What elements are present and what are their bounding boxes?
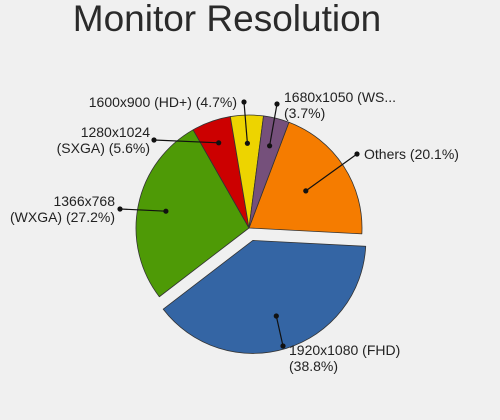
pie-slices <box>135 114 367 354</box>
slice-label-1680x1050-ws-3-7: 1680x1050 (WS... (3.7%) <box>284 89 396 121</box>
slice-label-line: (WXGA) (27.2%) <box>10 209 115 225</box>
leader-dot-inner-1680x1050-ws-3-7 <box>267 143 273 149</box>
leader-dot-outer-others-20-1 <box>354 151 360 157</box>
leader-dot-outer-1920x1080-fhd-38-8 <box>280 343 286 349</box>
slice-labels: Others (20.1%) 1920x1080 (FHD) (38.8%) 1366… <box>10 89 459 374</box>
pie-slice-others-20-1 <box>248 121 363 235</box>
leader-dot-inner-1600x900-hd-4-7 <box>244 140 250 146</box>
leader-dot-outer-1600x900-hd-4-7 <box>241 99 247 105</box>
slice-label-line: Others (20.1%) <box>364 146 459 162</box>
leader-line-1680x1050-ws-3-7 <box>269 103 278 146</box>
slice-label-1600x900-hd-4-7: 1600x900 (HD+) (4.7%) <box>89 94 237 110</box>
slice-label-line: (3.7%) <box>284 105 325 121</box>
pie-slice-1920x1080-fhd-38-8 <box>162 240 367 354</box>
slice-label-line: (SXGA) (5.6%) <box>57 140 150 156</box>
leader-line-1600x900-hd-4-7 <box>243 101 248 144</box>
slice-label-others-20-1: Others (20.1%) <box>364 146 459 162</box>
leader-line-others-20-1 <box>305 153 358 192</box>
slice-label-1366x768-wxga-27-2: 1366x768 (WXGA) (27.2%) <box>10 193 115 225</box>
slice-label-line: 1680x1050 (WS... <box>284 89 396 105</box>
slice-label-line: 1280x1024 <box>81 124 151 140</box>
leader-dot-outer-1680x1050-ws-3-7 <box>274 101 280 107</box>
slice-label-1280x1024-sxga-5-6: 1280x1024 (SXGA) (5.6%) <box>57 124 151 156</box>
chart-title: Monitor Resolution <box>73 0 381 39</box>
leader-dot-inner-1280x1024-sxga-5-6 <box>216 140 222 146</box>
leader-dot-outer-1366x768-wxga-27-2 <box>117 206 123 212</box>
slice-label-line: (38.8%) <box>289 358 338 374</box>
slice-label-line: 1600x900 (HD+) (4.7%) <box>89 94 237 110</box>
leader-line-1366x768-wxga-27-2 <box>119 208 166 212</box>
slice-label-line: 1366x768 <box>53 193 115 209</box>
leader-dot-inner-others-20-1 <box>303 188 309 194</box>
leader-dot-inner-1920x1080-fhd-38-8 <box>273 313 279 319</box>
leader-dot-inner-1366x768-wxga-27-2 <box>163 208 169 214</box>
leader-line-1920x1080-fhd-38-8 <box>275 315 284 347</box>
leader-line-1280x1024-sxga-5-6 <box>153 139 219 144</box>
slice-label-1920x1080-fhd-38-8: 1920x1080 (FHD) (38.8%) <box>289 342 400 374</box>
pie-slice-1680x1050-ws-3-7 <box>248 115 290 229</box>
leader-dot-outer-1280x1024-sxga-5-6 <box>151 137 157 143</box>
slice-label-line: 1920x1080 (FHD) <box>289 342 400 358</box>
